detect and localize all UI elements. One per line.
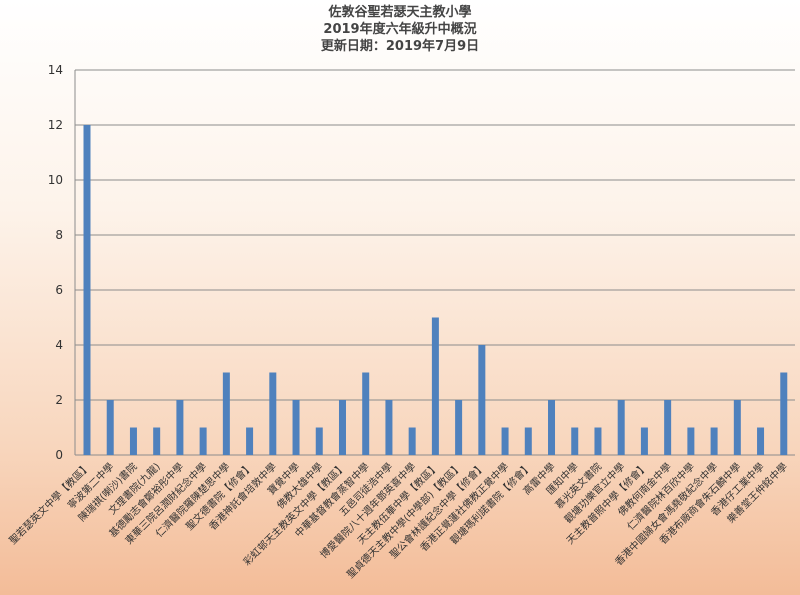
bar-28 [733, 400, 741, 455]
y-tick-label: 14 [48, 63, 63, 77]
y-tick-label: 12 [48, 118, 63, 132]
bar-0 [83, 125, 91, 455]
bar-17 [478, 345, 486, 455]
bar-4 [176, 400, 184, 455]
y-tick-label: 6 [55, 283, 63, 297]
bar-21 [571, 427, 579, 455]
bar-2 [129, 427, 137, 455]
bar-30 [780, 372, 788, 455]
y-tick-label: 10 [48, 173, 63, 187]
bar-19 [524, 427, 532, 455]
title-line-3: 更新日期：2019年7月9日 [321, 38, 479, 54]
bar-22 [594, 427, 602, 455]
bar-16 [455, 400, 463, 455]
bar-5 [199, 427, 207, 455]
bar-24 [640, 427, 648, 455]
y-tick-label: 8 [55, 228, 63, 242]
bar-9 [292, 400, 300, 455]
bar-27 [710, 427, 718, 455]
bar-3 [153, 427, 161, 455]
bar-7 [246, 427, 254, 455]
bar-23 [617, 400, 625, 455]
bar-11 [338, 400, 346, 455]
bar-18 [501, 427, 509, 455]
bars [83, 125, 788, 455]
y-tick-label: 4 [55, 338, 63, 352]
title-line-2: 2019年度六年級升中概況 [323, 21, 476, 37]
bar-29 [757, 427, 765, 455]
bar-13 [385, 400, 393, 455]
y-tick-label: 0 [55, 448, 63, 462]
bar-6 [222, 372, 230, 455]
bar-25 [664, 400, 672, 455]
bar-12 [362, 372, 370, 455]
chart-title: 佐敦谷聖若瑟天主教小學 2019年度六年級升中概況 更新日期：2019年7月9日 [321, 4, 479, 54]
bar-15 [431, 317, 439, 455]
x-axis-category-labels: 聖若瑟英文中學【教區】寧波第二中學陳瑞祺(喇沙)書院文理書院(九龍)基德勵志會鄭… [6, 460, 790, 581]
bar-8 [269, 372, 277, 455]
bar-1 [106, 400, 114, 455]
bar-26 [687, 427, 695, 455]
y-axis-ticks: 0 2 4 6 8 10 12 14 [48, 63, 63, 462]
y-tick-label: 2 [55, 393, 63, 407]
bar-14 [408, 427, 416, 455]
title-line-1: 佐敦谷聖若瑟天主教小學 [327, 4, 471, 20]
bar-20 [548, 400, 556, 455]
bar-10 [315, 427, 323, 455]
